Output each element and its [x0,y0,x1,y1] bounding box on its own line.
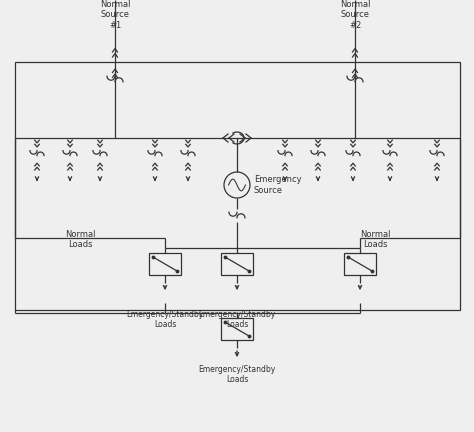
Text: Normal
Loads: Normal Loads [65,230,95,249]
Text: Emergency/Standby
Loads: Emergency/Standby Loads [127,310,204,330]
Bar [221,253,253,275]
Text: Normal
Loads: Normal Loads [360,230,390,249]
Bar [15,62,460,310]
Text: Emergency/Standby
Loads: Emergency/Standby Loads [199,365,275,384]
Text: Emergency
Source: Emergency Source [254,175,301,195]
Text: Normal
Source
#1: Normal Source #1 [100,0,130,30]
Text: Normal
Source
#2: Normal Source #2 [340,0,370,30]
Bar [149,253,181,275]
Bar [221,318,253,340]
Text: Emergency/Standby
Loads: Emergency/Standby Loads [199,310,275,330]
Bar [344,253,376,275]
